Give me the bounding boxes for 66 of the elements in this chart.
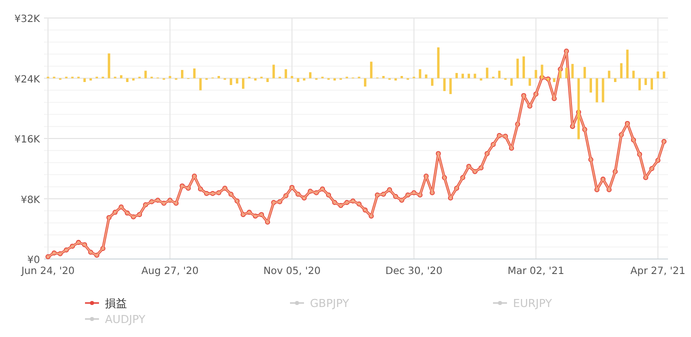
bar bbox=[553, 78, 556, 82]
bar bbox=[180, 70, 184, 78]
bar bbox=[132, 78, 135, 81]
bar bbox=[462, 74, 464, 78]
bar bbox=[144, 70, 147, 78]
bar bbox=[522, 56, 525, 78]
bar bbox=[584, 66, 586, 78]
bar bbox=[333, 78, 336, 81]
bar bbox=[296, 78, 300, 82]
bar bbox=[638, 78, 641, 90]
x-tick-label: Aug 27, '20 bbox=[141, 266, 199, 277]
bar bbox=[650, 78, 653, 90]
bar bbox=[498, 70, 501, 78]
bar bbox=[284, 69, 288, 78]
bar bbox=[590, 78, 592, 93]
bar bbox=[565, 68, 568, 78]
y-tick-label: ¥24K bbox=[14, 74, 40, 86]
x-tick-label: Mar 02, '21 bbox=[508, 266, 564, 277]
bar bbox=[272, 64, 275, 78]
bar bbox=[455, 72, 458, 78]
bar bbox=[83, 78, 86, 82]
bar bbox=[126, 78, 128, 82]
bar bbox=[120, 75, 122, 78]
x-tick-label: Jun 24, '20 bbox=[20, 266, 75, 277]
bar bbox=[474, 74, 476, 78]
bar bbox=[437, 47, 440, 78]
bar bbox=[254, 78, 257, 81]
bar bbox=[443, 78, 446, 92]
bar bbox=[242, 78, 244, 89]
bar bbox=[370, 62, 372, 78]
bar bbox=[193, 68, 196, 78]
bar bbox=[486, 68, 488, 78]
bar bbox=[309, 72, 312, 78]
bar bbox=[516, 58, 519, 78]
bar bbox=[614, 78, 616, 82]
bar bbox=[394, 78, 397, 81]
bar bbox=[266, 78, 269, 82]
bar bbox=[528, 78, 532, 86]
bar bbox=[168, 76, 172, 78]
bar bbox=[620, 63, 623, 78]
bar bbox=[431, 78, 434, 86]
bar bbox=[290, 76, 294, 78]
y-tick-label: ¥8K bbox=[20, 194, 40, 206]
bar bbox=[218, 76, 220, 78]
bar bbox=[608, 70, 610, 78]
bar bbox=[596, 78, 598, 102]
y-tick-label: ¥32K bbox=[14, 14, 40, 25]
bar bbox=[626, 50, 629, 78]
bar bbox=[577, 78, 580, 140]
y-tick-label: ¥0 bbox=[27, 255, 40, 266]
bar bbox=[424, 74, 428, 78]
bar bbox=[468, 74, 470, 78]
x-tick-label: Dec 30, '20 bbox=[385, 266, 442, 277]
bar bbox=[534, 70, 538, 78]
x-tick-label: Apr 27, '21 bbox=[630, 266, 686, 277]
bar bbox=[89, 78, 92, 81]
bar bbox=[236, 78, 238, 84]
bar bbox=[644, 78, 647, 86]
bar bbox=[364, 78, 366, 87]
y-tick-label: ¥16K bbox=[14, 134, 40, 146]
bar bbox=[302, 78, 306, 81]
bar bbox=[382, 76, 385, 78]
legend-label: 損益 bbox=[105, 297, 127, 310]
bar bbox=[656, 71, 660, 78]
bar bbox=[400, 76, 403, 78]
x-tick-label: Nov 05, '20 bbox=[263, 266, 321, 277]
